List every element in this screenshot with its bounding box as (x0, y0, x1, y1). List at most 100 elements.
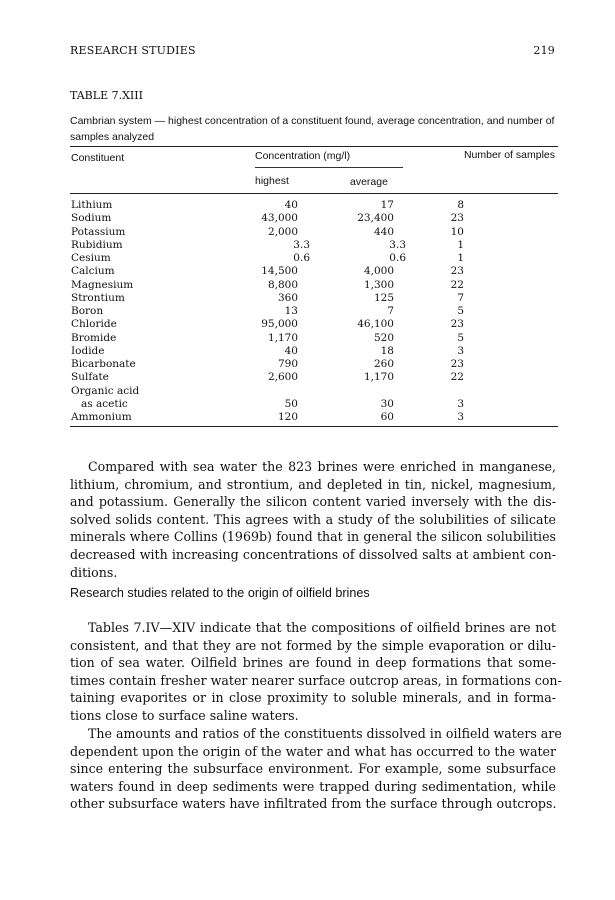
col-header-highest: highest (255, 175, 289, 187)
average-cell: 7 (387, 305, 394, 317)
text-line: tion of sea water. Oilfield brines are f… (70, 655, 556, 671)
highest-cell: 790 (277, 358, 298, 370)
table-label: TABLE 7.XIII (70, 89, 143, 102)
constituent-cell: as acetic (71, 397, 128, 410)
samples-cell: 22 (450, 371, 464, 384)
text-line: ditions. (70, 564, 118, 580)
constituent-cell: Bicarbonate (71, 358, 136, 370)
highest-cell: 40 (284, 199, 298, 211)
highest-cell: 40 (284, 344, 298, 357)
paragraph-1: Compared with sea water the 823 brines w… (70, 458, 556, 581)
table-row: Lithium 40 17 8 (70, 199, 558, 212)
text-line: The amounts and ratios of the constituen… (88, 726, 562, 741)
table-row: Chloride 95,000 46,100 23 (70, 318, 558, 331)
col-header-samples: Number of samples (463, 149, 555, 161)
text-line: solved solids content. This agrees with … (70, 511, 556, 527)
constituent-cell: Bromide (71, 331, 117, 344)
text-line: other subsurface waters have infiltrated… (70, 796, 557, 812)
samples-cell: 3 (457, 411, 464, 423)
text-line: tions close to surface saline waters. (70, 707, 299, 723)
samples-cell: 8 (457, 199, 464, 211)
col-header-average: average (350, 176, 388, 188)
constituent-cell: Cesium (71, 252, 111, 264)
highest-cell: 0.6 (293, 252, 310, 264)
highest-cell: 43,000 (261, 212, 298, 225)
text-line: taining evaporites or in close proximity… (70, 690, 556, 706)
average-cell: 260 (373, 358, 394, 370)
highest-cell: 2,000 (267, 225, 298, 238)
constituent-cell: Sodium (71, 212, 112, 225)
table-row: Magnesium 8,800 1,300 22 (70, 279, 558, 292)
samples-cell: 23 (450, 212, 464, 225)
table-row: Sulfate 2,600 1,170 22 (70, 371, 558, 384)
paragraph-3: The amounts and ratios of the constituen… (70, 725, 562, 813)
table-row: Rubidium 3.3 3.3 1 (70, 239, 558, 252)
text-line: Tables 7.IV—XIV indicate that the compos… (88, 620, 556, 635)
highest-cell: 1,170 (267, 331, 298, 344)
text-line: minerals where Collins (1969b) found tha… (70, 529, 556, 545)
table-row: Bromide 1,170 520 5 (70, 332, 558, 345)
highest-cell: 3.3 (293, 238, 310, 251)
constituent-cell: Magnesium (71, 278, 134, 291)
table-row: Potassium 2,000 440 10 (70, 226, 558, 239)
text-line: decreased with increasing concentrations… (70, 546, 556, 562)
constituent-cell: Ammonium (71, 411, 132, 423)
constituent-cell: Rubidium (71, 238, 123, 251)
col-header-concentration: Concentration (mg/l) (255, 150, 351, 162)
table-row: Organic acid (70, 385, 558, 398)
text-line: consistent, and that they are not formed… (70, 637, 556, 653)
highest-cell: 8,800 (267, 278, 298, 291)
paragraph-2: Tables 7.IV—XIV indicate that the compos… (70, 619, 562, 725)
page-number: 219 (533, 44, 555, 57)
samples-cell: 3 (457, 344, 464, 357)
highest-cell: 13 (284, 305, 298, 317)
table-row: Bicarbonate 790 260 23 (70, 358, 558, 371)
table-row: Ammonium 120 60 3 (70, 411, 558, 424)
highest-cell: 50 (284, 397, 298, 410)
constituent-cell: Lithium (71, 199, 113, 211)
text-line: lithium, chromium, and strontium, and de… (70, 476, 556, 492)
highest-cell: 14,500 (261, 265, 298, 278)
text-line: since entering the subsurface environmen… (70, 761, 556, 777)
average-cell: 30 (380, 397, 394, 410)
table-row: Sodium 43,000 23,400 23 (70, 212, 558, 225)
samples-cell: 10 (450, 225, 464, 238)
samples-cell: 5 (457, 305, 464, 317)
constituent-cell: Boron (71, 305, 104, 317)
average-cell: 125 (373, 291, 394, 304)
constituent-cell: Strontium (71, 291, 125, 304)
average-cell: 440 (373, 225, 394, 238)
samples-cell: 23 (450, 265, 464, 278)
table-caption: Cambrian system — highest concentration … (70, 115, 555, 143)
average-cell: 23,400 (357, 212, 394, 225)
table-row: Cesium 0.6 0.6 1 (70, 252, 558, 265)
text-line: Compared with sea water the 823 brines w… (88, 459, 556, 474)
table-top-rule (70, 146, 558, 147)
samples-cell: 7 (457, 291, 464, 304)
highest-cell: 360 (277, 291, 298, 304)
average-cell: 0.6 (389, 252, 406, 264)
average-cell: 3.3 (389, 238, 406, 251)
table-row: as acetic 50 30 3 (70, 398, 558, 411)
section-heading: Research studies related to the origin o… (70, 586, 370, 600)
samples-cell: 1 (457, 252, 464, 264)
average-cell: 18 (380, 344, 394, 357)
constituent-cell: Iodide (71, 344, 105, 357)
concentration-rule (255, 167, 403, 168)
col-header-constituent: Constituent (71, 152, 125, 164)
average-cell: 17 (380, 199, 394, 211)
constituent-cell: Organic acid (71, 384, 140, 397)
samples-cell: 5 (457, 331, 464, 344)
table-bottom-rule (70, 426, 558, 427)
samples-cell: 23 (450, 318, 464, 331)
samples-cell: 3 (457, 397, 464, 410)
average-cell: 1,300 (363, 278, 394, 291)
table-row: Iodide 40 18 3 (70, 345, 558, 358)
samples-cell: 22 (450, 278, 464, 291)
constituent-cell: Chloride (71, 318, 117, 331)
average-cell: 46,100 (357, 318, 394, 331)
table-row: Strontium 360 125 7 (70, 292, 558, 305)
table-row: Calcium 14,500 4,000 23 (70, 265, 558, 278)
text-line: times contain fresher water nearer surfa… (70, 672, 562, 688)
samples-cell: 23 (450, 358, 464, 370)
